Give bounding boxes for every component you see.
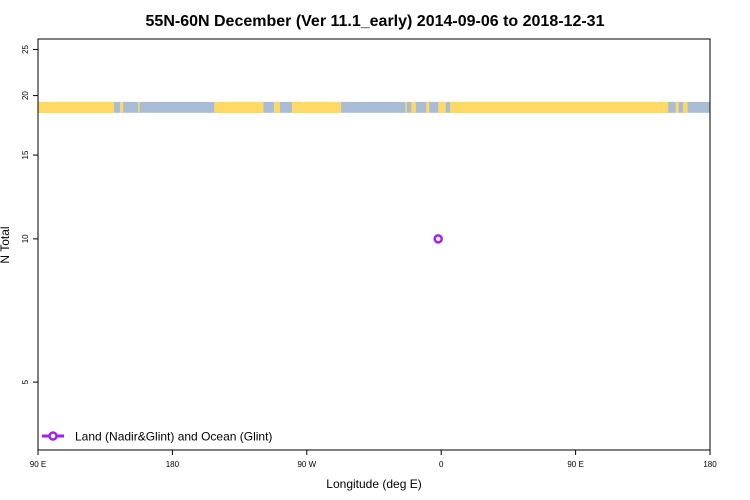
land-segment (683, 101, 688, 113)
x-tick-label: 180 (703, 460, 717, 469)
land-segment (438, 101, 446, 113)
land-segment (411, 101, 416, 113)
legend: Land (Nadir&Glint) and Ocean (Glint) (42, 430, 272, 444)
x-tick-label: 0 (439, 460, 444, 469)
x-axis-label: Longitude (deg E) (326, 477, 421, 491)
land-segment (273, 101, 280, 113)
land-segment (426, 101, 430, 113)
data-point (433, 234, 443, 244)
land-ocean-strip (38, 101, 710, 113)
x-tick-label: 180 (166, 460, 180, 469)
ocean-band (38, 101, 710, 113)
y-tick-label: 20 (21, 91, 30, 100)
land-segment (138, 101, 140, 113)
chart-title: 55N-60N December (Ver 11.1_early) 2014-0… (146, 13, 605, 30)
data-points (433, 234, 443, 244)
x-tick-label: 90 W (297, 460, 316, 469)
land-segment (214, 101, 264, 113)
land-segment (120, 101, 124, 113)
x-axis: 90 E 180 90 W 0 90 E 180 (30, 450, 717, 469)
plot-frame (37, 38, 711, 451)
land-segment (405, 101, 407, 113)
x-tick-label: 90 E (30, 460, 46, 469)
y-axis: 5 10 15 20 25 (21, 44, 38, 384)
x-tick-label: 90 E (567, 460, 583, 469)
y-axis-label: N Total (0, 226, 12, 263)
legend-marker (48, 431, 58, 441)
land-segment (675, 101, 679, 113)
land-segment (291, 101, 342, 113)
legend-label: Land (Nadir&Glint) and Ocean (Glint) (75, 430, 272, 444)
land-segment (450, 101, 669, 113)
land-segment (38, 101, 115, 113)
y-tick-label: 25 (21, 44, 30, 53)
y-tick-label: 15 (21, 150, 30, 159)
y-tick-label: 5 (21, 379, 30, 384)
y-tick-label: 10 (21, 234, 30, 243)
